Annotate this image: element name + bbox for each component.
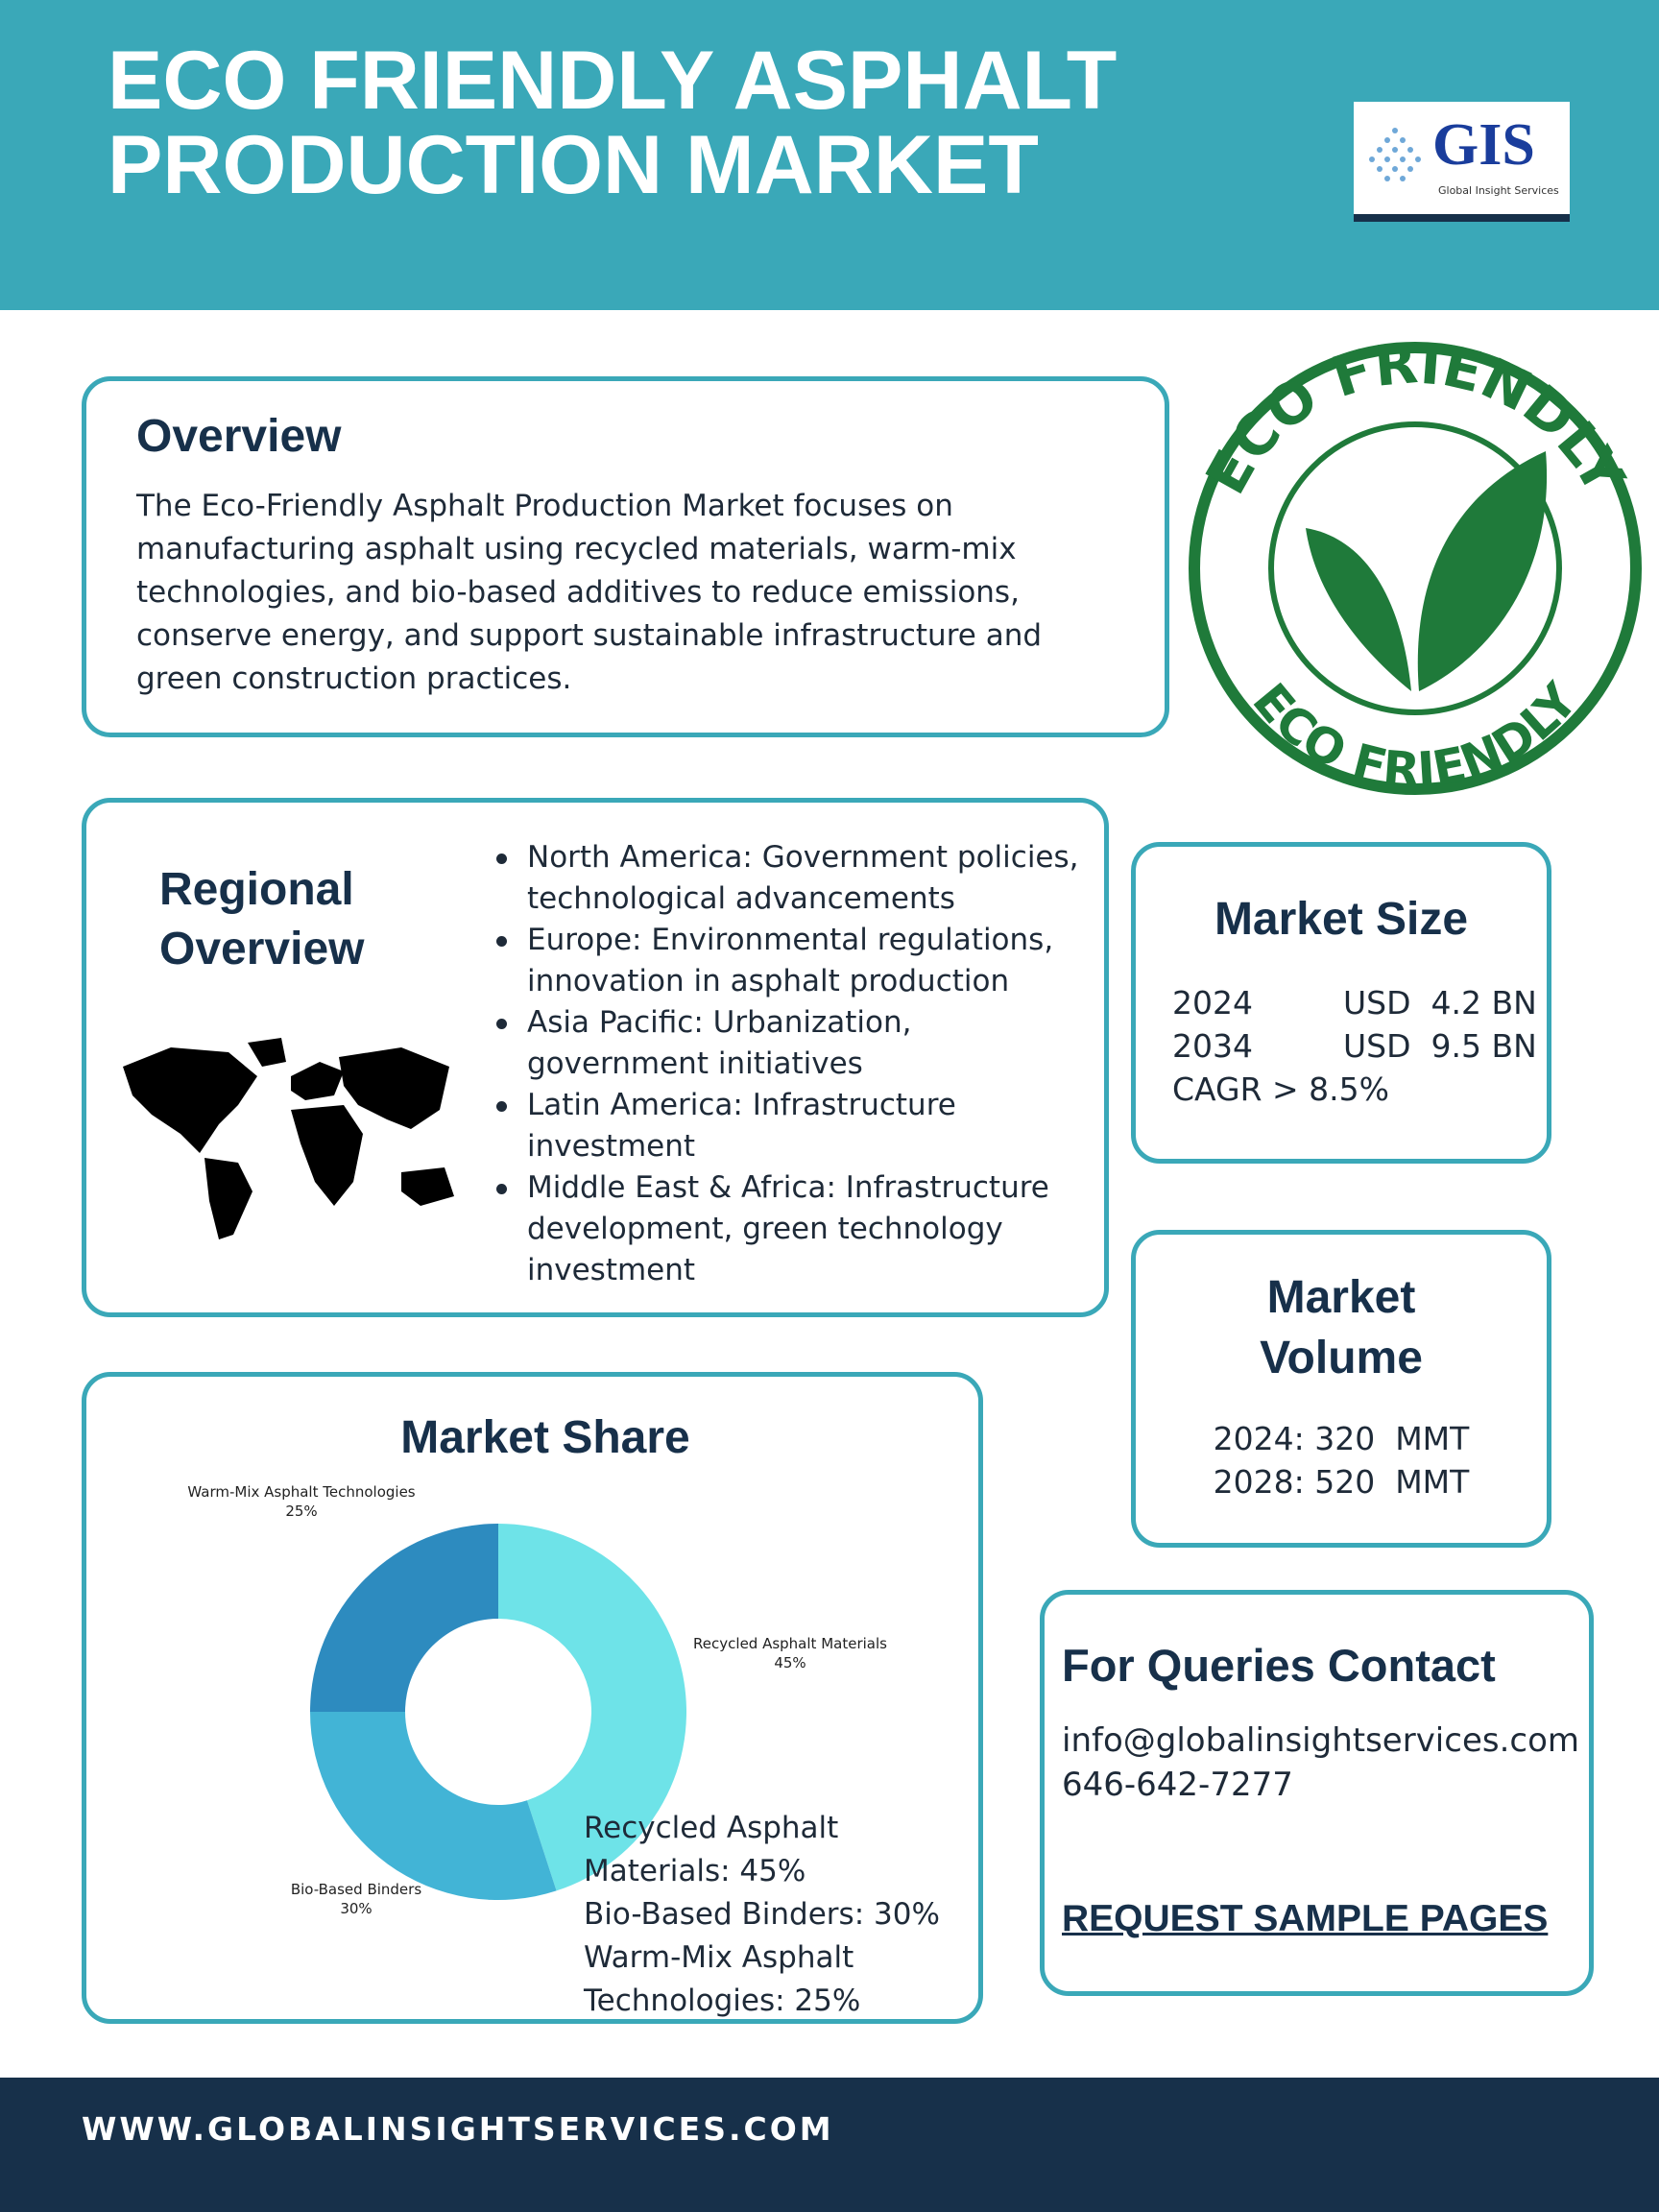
market-size-value: USD 9.5 BN: [1343, 1027, 1537, 1065]
logo: GIS Global Insight Services: [1354, 102, 1570, 222]
market-size-heading: Market Size: [1214, 894, 1469, 945]
eco-badge: ECO FRIENDLY ECO FRIENDLY: [1189, 330, 1642, 799]
market-size-value: USD 4.2 BN: [1343, 984, 1537, 1022]
market-share-item: Bio-Based Binders: 30%: [584, 1897, 940, 1932]
regional-item: Asia Pacific: Urbanization, government i…: [494, 1002, 1099, 1085]
regional-list: North America: Government policies, tech…: [494, 837, 1099, 1291]
market-volume-card: Market Volume 2024: 320 MMT 2028: 520 MMT: [1131, 1230, 1551, 1548]
market-share-list: Recycled Asphalt Materials: 45% Bio-Based…: [584, 1807, 977, 2023]
logo-tagline: Global Insight Services: [1438, 184, 1559, 197]
badge-text-bottom-path: ECO FRIENDLY: [1242, 672, 1589, 798]
segment-value-label: 25%: [285, 1503, 317, 1520]
leaf-left: [1306, 528, 1411, 691]
regional-item-text: Middle East & Africa: Infrastructure dev…: [527, 1170, 1049, 1287]
badge-text-bottom: ECO FRIENDLY: [1242, 672, 1589, 798]
segment-label: Warm-Mix Asphalt Technologies: [187, 1483, 415, 1501]
contact-email: info@globalinsightservices.com: [1062, 1721, 1580, 1760]
footer-band: [0, 2078, 1659, 2212]
request-sample-link[interactable]: REQUEST SAMPLE PAGES: [1062, 1898, 1549, 1939]
regional-item: Europe: Environmental regulations, innov…: [494, 920, 1099, 1002]
contact-phone: 646-642-7277: [1062, 1766, 1293, 1804]
regional-item: North America: Government policies, tech…: [494, 837, 1099, 920]
market-share-card: Market Share Recycled Asphalt Materials 4…: [82, 1372, 983, 2024]
market-size-year: 2024: [1172, 984, 1253, 1022]
bullet: [496, 1184, 507, 1194]
market-size-card: Market Size 2024 USD 4.2 BN 2034 USD 9.5 BN…: [1131, 842, 1551, 1164]
bullet: [496, 1101, 507, 1112]
regional-item: Latin America: Infrastructure investment: [494, 1085, 1099, 1167]
badge-ring: [1189, 342, 1642, 795]
market-volume-row: 2024: 320 MMT: [1213, 1420, 1470, 1457]
bullet: [496, 936, 507, 947]
page-title: ECO FRIENDLY ASPHALT PRODUCTION MARKET: [108, 35, 1118, 211]
contact-heading: For Queries Contact: [1062, 1640, 1496, 1691]
regional-item-text: Europe: Environmental regulations, innov…: [527, 923, 1054, 998]
market-size-row: 2024 USD 4.2 BN: [1172, 981, 1537, 1024]
overview-body: The Eco-Friendly Asphalt Production Mark…: [136, 489, 1043, 696]
contact-card: For Queries Contact info@globalinsightse…: [1040, 1590, 1594, 1996]
bullet: [496, 854, 507, 864]
market-volume-heading: Market Volume: [1260, 1272, 1423, 1383]
badge-inner-ring: [1268, 421, 1562, 715]
logo-mark: [1369, 128, 1421, 181]
regional-item-text: Asia Pacific: Urbanization, government i…: [527, 1005, 912, 1081]
regional-heading: Regional Overview: [159, 864, 365, 974]
market-size-cagr: CAGR > 8.5%: [1172, 1070, 1390, 1108]
regional-item-text: North America: Government policies, tech…: [527, 840, 1079, 916]
leaf-right: [1417, 451, 1548, 691]
donut-segment: [310, 1712, 557, 1900]
chart-title: Market Share: [400, 1412, 690, 1463]
footer-url: WWW.GLOBALINSIGHTSERVICES.COM: [82, 2110, 834, 2148]
market-size-rows: 2024 USD 4.2 BN 2034 USD 9.5 BN CAGR > 8.5%: [1172, 981, 1537, 1111]
badge-text-top-path: ECO FRIENDLY: [1193, 330, 1638, 505]
market-size-row: 2034 USD 9.5 BN: [1172, 1024, 1537, 1068]
donut-segment: [498, 1524, 686, 1891]
segment-value-label: 30%: [340, 1900, 372, 1917]
market-share-item: Recycled Asphalt Materials: 45%: [584, 1811, 839, 1888]
badge-text-top: ECO FRIENDLY: [1193, 330, 1638, 505]
donut-segment: [310, 1524, 498, 1712]
logo-name: GIS: [1432, 112, 1535, 178]
market-share-item: Warm-Mix Asphalt Technologies: 25%: [584, 1940, 861, 2018]
market-volume-rows: 2024: 320 MMT 2028: 520 MMT: [1136, 1417, 1547, 1503]
market-volume-row: 2028: 520 MMT: [1213, 1463, 1470, 1501]
regional-item-text: Latin America: Infrastructure investment: [527, 1088, 956, 1164]
bullet: [496, 1019, 507, 1029]
overview-card: Overview The Eco-Friendly Asphalt Produc…: [82, 376, 1169, 737]
segment-label: Bio-Based Binders: [291, 1881, 421, 1898]
market-size-year: 2034: [1172, 1027, 1253, 1065]
donut-chart: Recycled Asphalt Materials 45% Bio-Based B…: [187, 1483, 887, 1917]
overview-heading: Overview: [136, 411, 342, 462]
world-map: [123, 1038, 454, 1239]
segment-label: Recycled Asphalt Materials: [693, 1635, 887, 1652]
regional-item: Middle East & Africa: Infrastructure dev…: [494, 1167, 1099, 1291]
regional-card: Regional Overview North America: Governm…: [82, 798, 1109, 1317]
segment-value-label: 45%: [774, 1654, 805, 1671]
